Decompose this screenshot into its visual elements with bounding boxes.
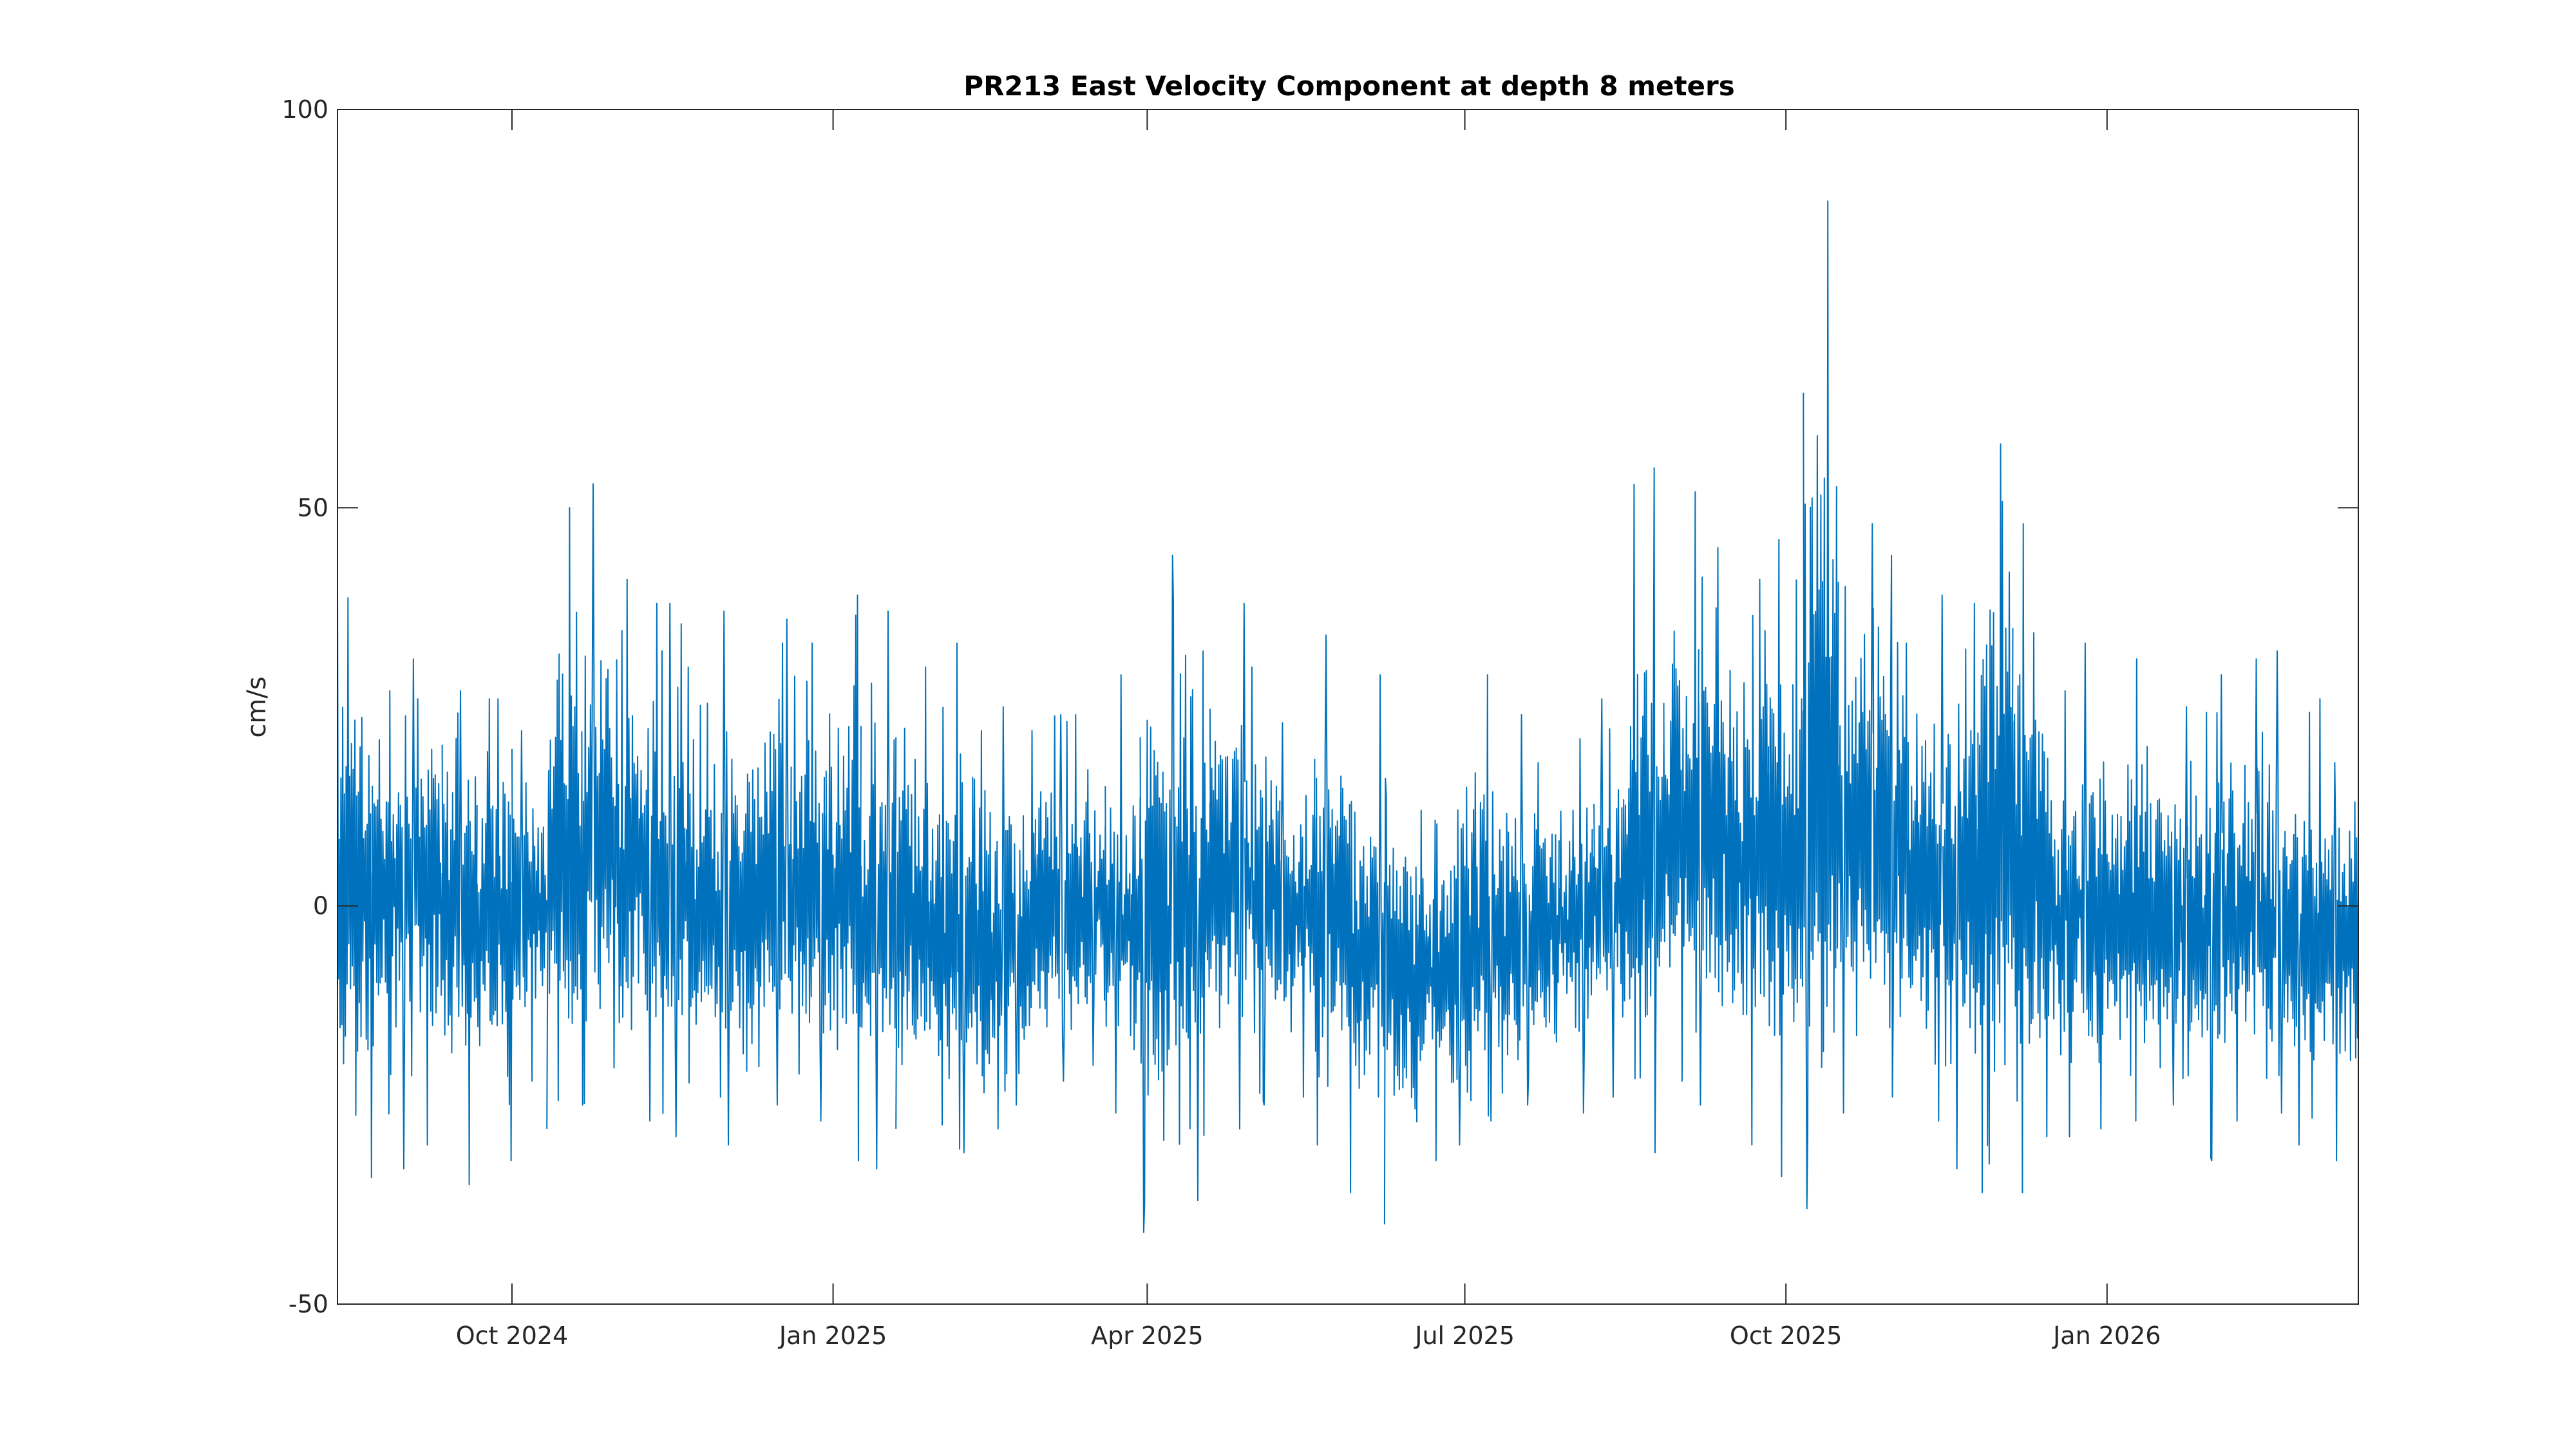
x-tick-label: Apr 2025	[1091, 1321, 1204, 1350]
series-segment	[1628, 467, 1665, 1153]
series-segment	[2047, 690, 2083, 1138]
series-segment	[721, 611, 757, 1146]
series-segment	[1070, 714, 1106, 1066]
series-segment	[616, 578, 652, 1122]
series-segment	[2012, 523, 2049, 1193]
series-segment	[511, 730, 548, 1082]
series-segment	[406, 658, 443, 1146]
series-segment	[1872, 554, 1909, 1098]
series-segment	[581, 483, 618, 1106]
series-segment	[2117, 658, 2154, 1122]
x-tick-label: Jan 2026	[2052, 1321, 2161, 1350]
series-segment	[2291, 698, 2328, 1146]
series-segment	[2221, 658, 2258, 1122]
series-segment	[1732, 578, 1770, 1146]
series-segment	[2081, 642, 2118, 1130]
series-segment	[650, 602, 687, 1138]
x-tick-label: Jul 2025	[1414, 1321, 1515, 1350]
chart-title: PR213 East Velocity Component at depth 8…	[963, 70, 1734, 102]
y-axis-label: cm/s	[242, 676, 272, 737]
series-segment	[1314, 634, 1350, 1146]
axis-ticks: Oct 2024 Jan 2025 Apr 2025 Jul 2025 Oct 2025…	[281, 95, 2358, 1350]
x-tick-label: Jan 2025	[778, 1321, 887, 1350]
series-segment	[895, 666, 932, 1129]
series-segment	[372, 690, 408, 1170]
series-segment	[1768, 538, 1804, 1178]
series-segment	[1907, 594, 1944, 1122]
y-tick-label: -50	[289, 1290, 328, 1318]
series-segment	[1698, 547, 1734, 1106]
series-segment	[1558, 738, 1595, 1114]
series-segment	[1034, 714, 1072, 1082]
series-segment	[1349, 674, 1385, 1193]
series-segment	[1419, 810, 1455, 1162]
series-segment	[1593, 698, 1630, 1098]
series-segment	[965, 730, 1001, 1130]
series-segment	[1104, 674, 1141, 1114]
x-tick-label: Oct 2025	[1730, 1321, 1842, 1350]
series-segment	[337, 587, 374, 1179]
data-series	[337, 200, 2359, 1233]
series-segment	[860, 611, 897, 1170]
series-segment	[1383, 777, 1421, 1225]
series-segment	[441, 690, 478, 1186]
series-segment	[1244, 666, 1281, 1106]
series-segment	[790, 642, 827, 1122]
series-segment	[1279, 722, 1316, 1098]
series-segment	[2256, 650, 2293, 1114]
axes-box	[337, 109, 2359, 1305]
series-segment	[1139, 554, 1176, 1233]
series-segment	[2152, 706, 2188, 1106]
series-segment	[825, 594, 862, 1162]
series-segment	[1454, 674, 1490, 1146]
y-tick-label: 0	[313, 892, 328, 920]
series-segment	[686, 666, 723, 1098]
series-segment	[1977, 443, 2014, 1193]
series-segment	[999, 706, 1036, 1106]
x-tick-label: Oct 2024	[456, 1321, 569, 1350]
series-segment	[1942, 602, 1979, 1170]
series-segment	[1488, 714, 1525, 1122]
series-segment	[930, 642, 967, 1153]
series-segment	[2326, 762, 2359, 1162]
series-segment	[546, 507, 583, 1129]
series-segment	[755, 618, 792, 1106]
series-segment	[1663, 491, 1700, 1082]
series-segment	[1803, 200, 1839, 1209]
series-segment	[1523, 762, 1560, 1106]
y-tick-label: 100	[281, 95, 328, 124]
series-segment	[1837, 523, 1874, 1114]
series-segment	[476, 698, 513, 1162]
series-segment	[2186, 674, 2223, 1162]
series-segment	[1174, 650, 1211, 1202]
y-tick-label: 50	[298, 493, 328, 522]
series-segment	[1209, 602, 1246, 1130]
